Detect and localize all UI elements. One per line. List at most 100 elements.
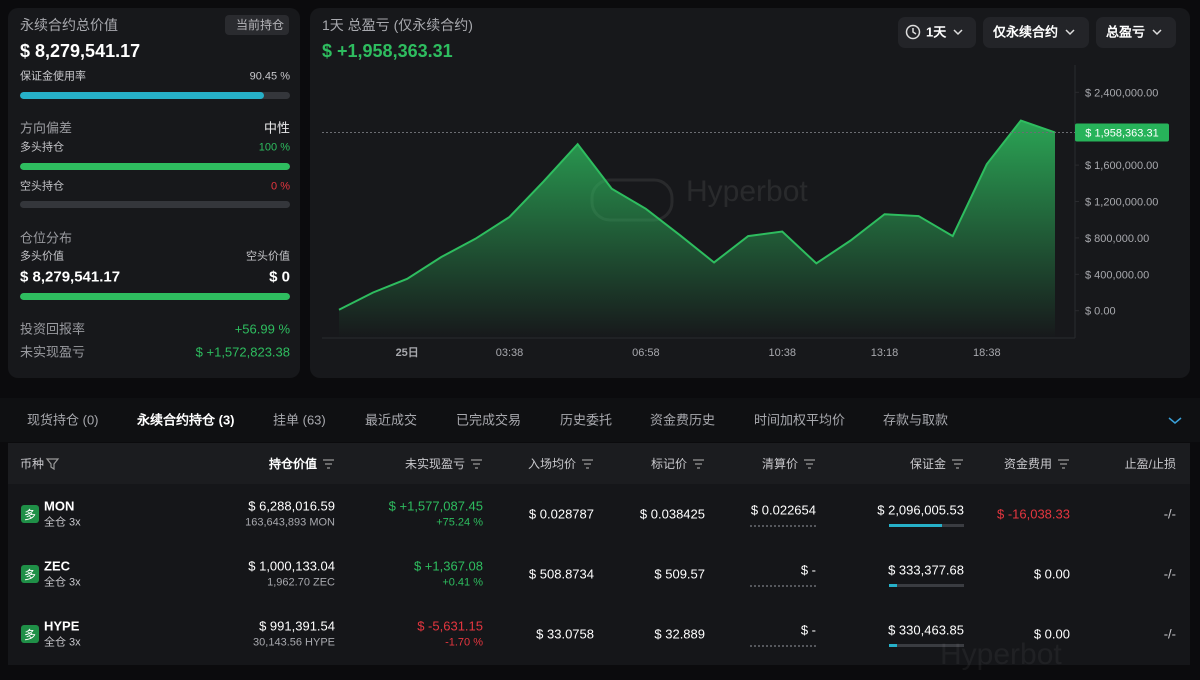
x-tick-label: 18:38 bbox=[973, 347, 1001, 359]
chart-value: $ +1,958,363.31 bbox=[322, 41, 453, 61]
value: 90.45 % bbox=[249, 70, 290, 83]
position-size: 30,143.56 HYPE bbox=[253, 636, 335, 649]
side-badge-bg bbox=[21, 625, 39, 643]
position-value: $ 6,288,016.59 bbox=[248, 498, 335, 514]
margin: $ 333,377.68 bbox=[888, 562, 964, 578]
chart-title: 1天 总盈亏 (仅永续合约) bbox=[322, 17, 473, 33]
tab[interactable]: 现货持仓 (0) bbox=[27, 412, 99, 428]
position-size: 1,962.70 ZEC bbox=[267, 576, 335, 589]
mark-price: $ 32.889 bbox=[654, 626, 705, 642]
side-badge: 多 bbox=[24, 628, 37, 642]
y-tick-label: $ 1,200,000.00 bbox=[1085, 197, 1158, 209]
margin-bar bbox=[20, 92, 265, 99]
coin: MON bbox=[44, 498, 75, 514]
mark-price: $ 509.57 bbox=[654, 566, 705, 582]
pnl-chart: Hyperbot $ 0.00 $ 400,000.00 $ 800,000.00 $… bbox=[322, 65, 1169, 359]
column-header[interactable]: 清算价 bbox=[761, 457, 798, 471]
label: 未实现盈亏 bbox=[20, 344, 86, 360]
margin: $ 330,463.85 bbox=[888, 622, 964, 638]
area bbox=[339, 120, 1055, 338]
tab[interactable]: 存款与取款 bbox=[883, 412, 949, 428]
control-label[interactable]: 1天 bbox=[926, 24, 947, 40]
position-size: 163,643,893 MON bbox=[245, 516, 335, 529]
control-label[interactable]: 仅永续合约 bbox=[993, 24, 1059, 40]
label: 空头价值 bbox=[246, 250, 290, 263]
summary-panel bbox=[8, 8, 300, 378]
value: 0 % bbox=[271, 180, 290, 193]
tab-bar bbox=[0, 398, 1200, 442]
margin-bar-track bbox=[20, 92, 290, 99]
column-header[interactable]: 资金费用 bbox=[1003, 457, 1052, 471]
position-value: $ 991,391.54 bbox=[259, 618, 335, 634]
coin: ZEC bbox=[44, 558, 70, 574]
column-header[interactable]: 未实现盈亏 bbox=[404, 457, 465, 471]
column-header[interactable]: 入场均价 bbox=[527, 457, 576, 471]
margin-track bbox=[889, 584, 964, 587]
tab[interactable]: 已完成交易 bbox=[456, 412, 522, 428]
y-tick-label: $ 800,000.00 bbox=[1085, 233, 1149, 245]
column-header[interactable]: 止盈/止损 bbox=[1124, 457, 1176, 471]
x-tick-label: 10:38 bbox=[768, 347, 796, 359]
total-value: $ 8,279,541.17 bbox=[20, 41, 141, 61]
mode: 全仓 3x bbox=[44, 516, 81, 529]
column-header[interactable]: 标记价 bbox=[650, 457, 687, 471]
label: 方向偏差 bbox=[20, 120, 73, 136]
badge-bg bbox=[225, 15, 289, 35]
margin-fill bbox=[889, 644, 897, 647]
label: 保证金使用率 bbox=[20, 70, 86, 83]
column-header[interactable]: 持仓价值 bbox=[268, 457, 317, 471]
label: 多头持仓 bbox=[20, 141, 64, 154]
tpsl: -/- bbox=[1163, 506, 1176, 522]
funding: $ 0.00 bbox=[1033, 566, 1070, 582]
tab[interactable]: 历史委托 bbox=[560, 412, 613, 428]
funding: $ 0.00 bbox=[1033, 626, 1070, 642]
watermark: Hyperbot bbox=[686, 175, 808, 208]
tab[interactable]: 时间加权平均价 bbox=[754, 412, 846, 428]
label: 多头价值 bbox=[20, 250, 64, 263]
tab[interactable]: 资金费历史 bbox=[650, 412, 716, 428]
tab[interactable]: 挂单 (63) bbox=[273, 412, 326, 428]
liq-dots bbox=[750, 585, 816, 587]
summary-title: 永续合约总价值 bbox=[20, 17, 118, 33]
x-tick-label: 06:58 bbox=[632, 347, 660, 359]
tpsl: -/- bbox=[1163, 626, 1176, 642]
x-tick-label: 03:38 bbox=[496, 347, 524, 359]
line bbox=[338, 119, 1056, 311]
entry-price: $ 33.0758 bbox=[536, 626, 594, 642]
pnl-pct: +0.41 % bbox=[442, 576, 483, 589]
mark-price: $ 0.038425 bbox=[639, 506, 705, 522]
current-label-bg bbox=[1075, 123, 1169, 142]
margin-fill bbox=[889, 524, 942, 527]
pnl: $ +1,577,087.45 bbox=[388, 498, 483, 514]
value: $ 8,279,541.17 bbox=[20, 268, 121, 286]
tab[interactable]: 永续合约持仓 (3) bbox=[137, 412, 235, 428]
pnl: $ +1,367.08 bbox=[413, 558, 483, 574]
liq-price: $ - bbox=[800, 622, 816, 638]
y-tick-label: $ 400,000.00 bbox=[1085, 269, 1149, 281]
entry-price: $ 0.028787 bbox=[528, 506, 594, 522]
liq-dots bbox=[750, 645, 816, 647]
y-tick-label: $ 1,600,000.00 bbox=[1085, 160, 1158, 172]
x-tick-label: 25日 bbox=[396, 346, 419, 359]
column-header[interactable]: 保证金 bbox=[909, 457, 946, 471]
margin-track bbox=[889, 644, 964, 647]
value: +56.99 % bbox=[234, 321, 290, 337]
pnl-pct: -1.70 % bbox=[445, 636, 483, 649]
value: 中性 bbox=[263, 120, 290, 136]
short-bar-track bbox=[20, 201, 290, 208]
tab[interactable]: 最近成交 bbox=[365, 412, 418, 428]
badge: 当前持仓 bbox=[235, 18, 284, 32]
current-label: $ 1,958,363.31 bbox=[1085, 127, 1158, 139]
control-label[interactable]: 总盈亏 bbox=[1106, 24, 1146, 40]
mode: 全仓 3x bbox=[44, 636, 81, 649]
column-header[interactable]: 币种 bbox=[20, 457, 45, 471]
value: $ +1,572,823.38 bbox=[195, 344, 290, 360]
label: 投资回报率 bbox=[20, 321, 86, 337]
label: 空头持仓 bbox=[20, 180, 64, 193]
value: $ 0 bbox=[269, 268, 290, 286]
side-badge-bg bbox=[21, 565, 39, 583]
distribution-bar bbox=[20, 293, 290, 300]
entry-price: $ 508.8734 bbox=[528, 566, 594, 582]
margin: $ 2,096,005.53 bbox=[877, 502, 964, 518]
